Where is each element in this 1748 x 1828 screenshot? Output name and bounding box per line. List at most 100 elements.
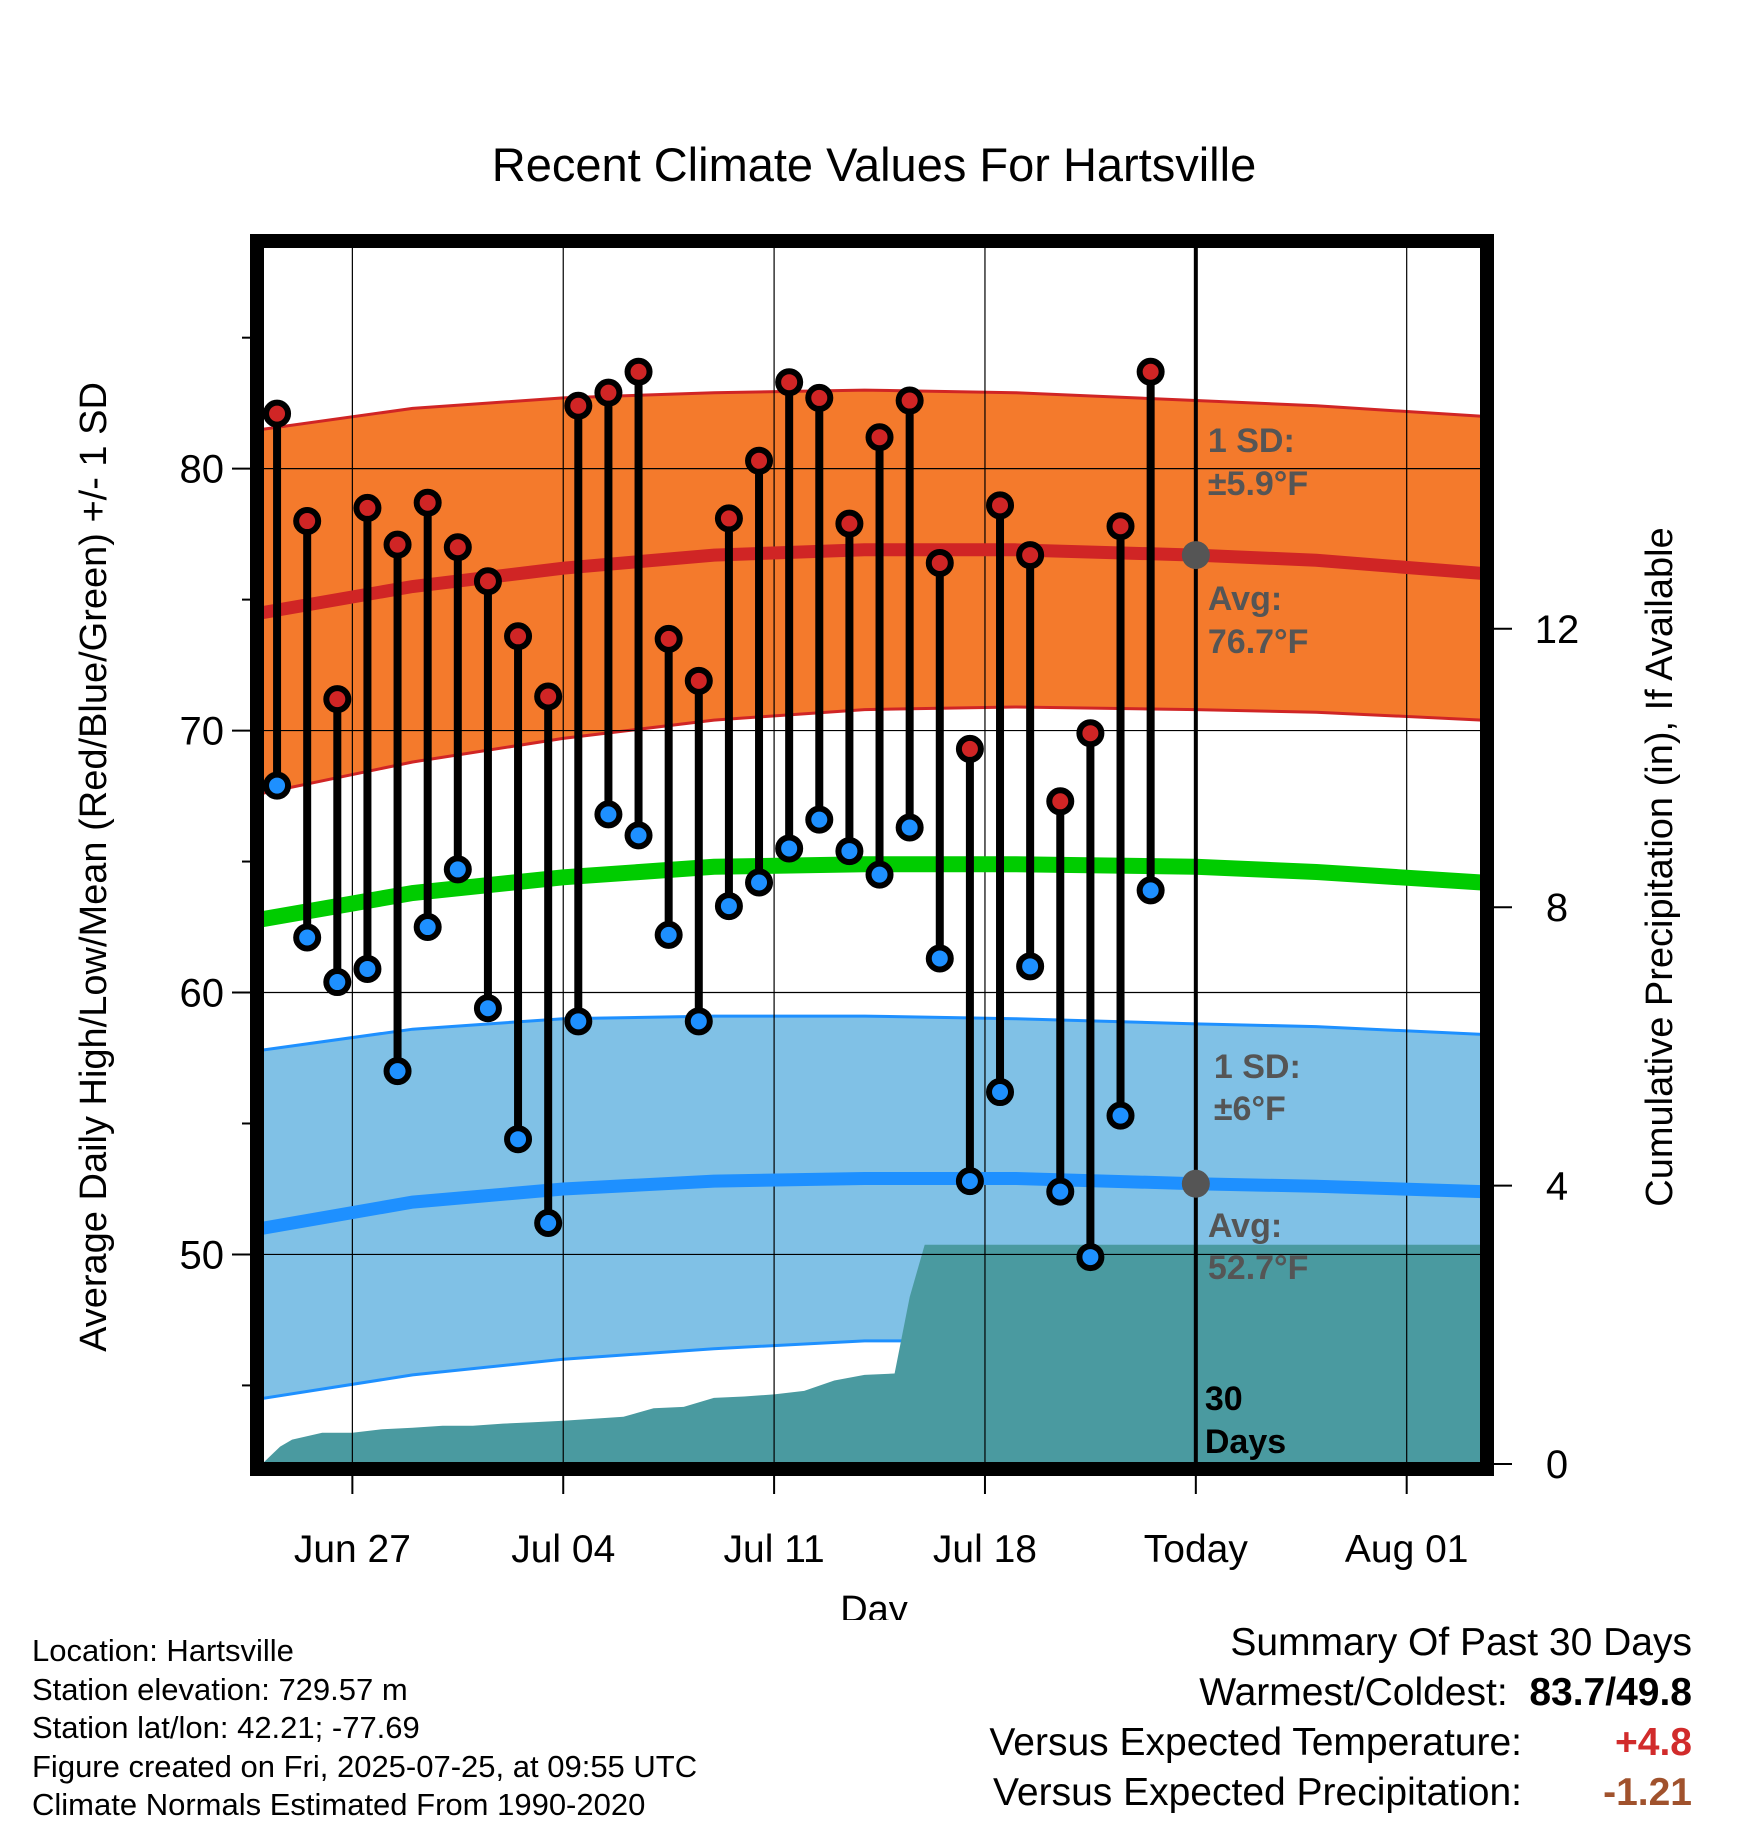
low-avg-value: 52.7°F bbox=[1208, 1249, 1309, 1287]
high-sd-label: 1 SD: bbox=[1208, 422, 1295, 460]
daily-low-point bbox=[684, 1007, 713, 1036]
daily-high-point bbox=[835, 509, 864, 538]
temp-departure-label: Versus Expected Temperature: bbox=[989, 1721, 1522, 1764]
axes: 50 60 70 80 0 4 8 12 Jun 27 Jul 04 Jul 11 Jul 18 Tod… bbox=[180, 234, 1580, 1571]
daily-high-point bbox=[624, 357, 653, 386]
x-tick-label: Jul 04 bbox=[511, 1528, 615, 1571]
normal-low-line bbox=[262, 1172, 1482, 1235]
daily-low-point bbox=[263, 771, 292, 800]
high-sd-value: ±5.9°F bbox=[1208, 465, 1308, 503]
daily-high-point bbox=[684, 666, 713, 695]
daily-low-point bbox=[986, 1078, 1015, 1107]
daily-low-point bbox=[1076, 1243, 1105, 1272]
normal-high-line bbox=[262, 543, 1482, 620]
daily-high-point bbox=[986, 491, 1015, 520]
x-tick-label: Jul 18 bbox=[933, 1528, 1037, 1571]
daily-high-point bbox=[413, 488, 442, 517]
daily-low-point bbox=[413, 913, 442, 942]
x-tick-label: Jun 27 bbox=[294, 1528, 411, 1571]
y-right-tick-label: 4 bbox=[1546, 1165, 1568, 1209]
daily-low-point bbox=[443, 855, 472, 884]
daily-high-point bbox=[383, 530, 412, 559]
cumulative-precip-area bbox=[262, 1244, 1482, 1464]
daily-low-point bbox=[1106, 1101, 1135, 1130]
daily-low-point bbox=[534, 1209, 563, 1238]
daily-high-point bbox=[1046, 787, 1075, 816]
daily-high-point bbox=[473, 567, 502, 596]
low-sd-label: 1 SD: bbox=[1214, 1048, 1301, 1086]
latlon-text: Station lat/lon: 42.21; -77.69 bbox=[32, 1710, 420, 1745]
daily-low-point bbox=[654, 920, 683, 949]
daily-high-point bbox=[745, 446, 774, 475]
climate-chart: Recent Climate Values For Hartsville 1 S… bbox=[73, 138, 1681, 1620]
y-right-tick-label: 0 bbox=[1546, 1443, 1568, 1487]
daily-low-point bbox=[865, 860, 894, 889]
daily-low-point bbox=[1046, 1177, 1075, 1206]
chart-title: Recent Climate Values For Hartsville bbox=[492, 138, 1256, 191]
daily-high-point bbox=[293, 507, 322, 536]
daily-low-point bbox=[293, 923, 322, 952]
daily-high-point bbox=[805, 383, 834, 412]
y-right-tick-label: 12 bbox=[1535, 608, 1580, 652]
precip-days-number: 30 bbox=[1205, 1380, 1243, 1418]
location-text: Location: Hartsville bbox=[32, 1633, 294, 1668]
daily-high-point bbox=[534, 682, 563, 711]
precip-departure-value: -1.21 bbox=[1603, 1771, 1692, 1814]
x-tick-label: Today bbox=[1144, 1528, 1249, 1571]
daily-low-point bbox=[1136, 876, 1165, 905]
daily-high-point bbox=[955, 734, 984, 763]
daily-high-point bbox=[654, 624, 683, 653]
daily-high-point bbox=[263, 399, 292, 428]
today-low-marker bbox=[1181, 1169, 1210, 1198]
daily-low-point bbox=[323, 968, 352, 997]
daily-high-point bbox=[895, 386, 924, 415]
daily-low-point bbox=[473, 994, 502, 1023]
low-sd-value: ±6°F bbox=[1214, 1090, 1286, 1128]
high-avg-value: 76.7°F bbox=[1208, 623, 1309, 661]
precip-days-label: Days bbox=[1205, 1423, 1286, 1461]
warmest-coldest-label: Warmest/Coldest: bbox=[1199, 1671, 1508, 1714]
daily-low-point bbox=[1016, 952, 1045, 981]
plot-content: 1 SD: ±5.9°F Avg: 76.7°F 1 SD: ±6°F Avg: 52.7°F… bbox=[262, 246, 1482, 1464]
daily-high-point bbox=[1016, 541, 1045, 570]
low-sd-upper-line bbox=[262, 1014, 1482, 1052]
high-sd-upper-line bbox=[262, 388, 1482, 431]
coldest-value: 49.8 bbox=[1616, 1671, 1692, 1714]
daily-high-point bbox=[1106, 512, 1135, 541]
today-high-marker bbox=[1181, 541, 1210, 570]
y-left-tick-label: 70 bbox=[180, 710, 225, 754]
daily-low-point bbox=[745, 868, 774, 897]
daily-high-point bbox=[925, 548, 954, 577]
daily-low-point bbox=[835, 837, 864, 866]
daily-high-point bbox=[564, 391, 593, 420]
daily-high-point bbox=[775, 368, 804, 397]
normal-mean-line bbox=[262, 856, 1482, 928]
x-axis-label: Day bbox=[840, 1589, 908, 1620]
daily-high-point bbox=[443, 533, 472, 562]
daily-low-point bbox=[594, 800, 623, 829]
daily-high-point bbox=[353, 493, 382, 522]
y-axis-right-label: Cumulative Precipitation (in), If Availa… bbox=[1639, 527, 1681, 1206]
daily-low-point bbox=[925, 944, 954, 973]
y-left-tick-label: 50 bbox=[180, 1233, 225, 1277]
warmest-coldest-row: Warmest/Coldest: 83.7/49.8 bbox=[1199, 1671, 1692, 1714]
daily-high-point bbox=[714, 504, 743, 533]
daily-low-point bbox=[353, 954, 382, 983]
precip-departure-row: Versus Expected Precipitation: -1.21 bbox=[989, 1768, 1692, 1818]
daily-low-point bbox=[895, 813, 924, 842]
y-axis-left-label: Average Daily High/Low/Mean (Red/Blue/Gr… bbox=[73, 382, 115, 1352]
daily-low-point bbox=[955, 1167, 984, 1196]
x-tick-label: Aug 01 bbox=[1345, 1528, 1469, 1571]
normals-text: Climate Normals Estimated From 1990-2020 bbox=[32, 1787, 646, 1822]
daily-low-point bbox=[624, 821, 653, 850]
daily-low-point bbox=[564, 1007, 593, 1036]
y-left-tick-label: 60 bbox=[180, 972, 225, 1016]
station-info: Location: Hartsville Station elevation: … bbox=[32, 1632, 697, 1825]
daily-high-point bbox=[323, 685, 352, 714]
daily-high-point bbox=[1076, 719, 1105, 748]
y-right-tick-label: 8 bbox=[1546, 886, 1568, 930]
temp-departure-value: +4.8 bbox=[1615, 1721, 1692, 1764]
daily-low-point bbox=[383, 1057, 412, 1086]
daily-low-point bbox=[714, 892, 743, 921]
precip-departure-label: Versus Expected Precipitation: bbox=[993, 1771, 1522, 1814]
